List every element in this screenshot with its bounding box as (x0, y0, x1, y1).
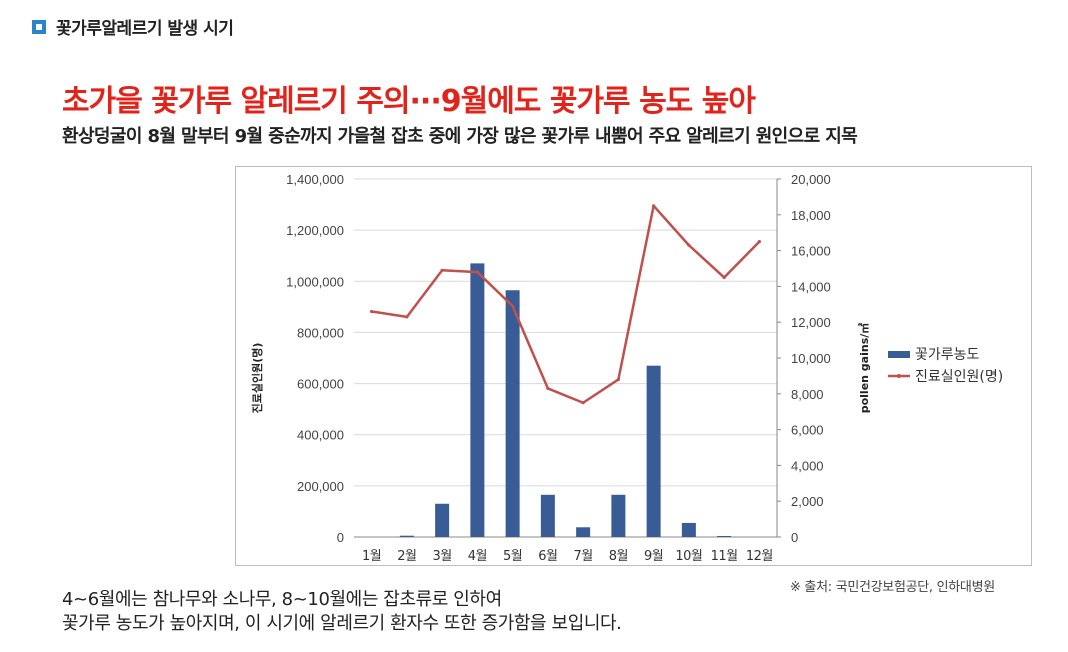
bar (435, 503, 450, 537)
y-right-tick-label: 20,000 (791, 172, 831, 187)
y-right-tick-label: 12,000 (791, 315, 831, 330)
y-left-tick-label: 600,000 (297, 377, 344, 392)
line-point (757, 240, 761, 244)
x-tick-label: 10월 (675, 549, 702, 564)
section-title: 꽃가루알레르기 발생 시기 (56, 19, 234, 39)
y-left-tick-label: 800,000 (297, 325, 344, 340)
y-left-tick-label: 1,400,000 (286, 172, 344, 187)
x-tick-label: 7월 (574, 549, 593, 564)
y-right-axis-title: pollen gains/㎥ (857, 323, 871, 414)
y-left-tick-label: 200,000 (297, 479, 344, 494)
square-bullet-icon (32, 19, 46, 34)
description: 4~6월에는 참나무와 소나무, 8~10월에는 잡초류로 인하여 꽃가루 농도… (62, 588, 622, 636)
line-point (511, 304, 515, 308)
x-tick-label: 1월 (362, 549, 381, 564)
bar (576, 527, 591, 537)
bar (717, 536, 732, 537)
y-right-tick-label: 18,000 (791, 208, 831, 223)
x-tick-label: 11월 (711, 549, 738, 564)
y-right-tick-label: 6,000 (791, 423, 824, 438)
x-tick-label: 4월 (468, 549, 487, 564)
bar (505, 290, 520, 537)
combo-chart: 0 200,000 400,000 600,000 800,000 1,000,000 1,… (250, 172, 1003, 564)
legend-marker-line (897, 374, 901, 378)
y-left-tick-label: 1,000,000 (286, 274, 344, 289)
description-line-1: 4~6월에는 참나무와 소나무, 8~10월에는 잡초류로 인하여 (62, 589, 502, 610)
line-point (370, 309, 374, 314)
line-series (371, 204, 761, 404)
x-tick-label: 9월 (644, 549, 663, 564)
x-tick-label: 6월 (538, 549, 557, 564)
subheadline: 환상덩굴이 8월 말부터 9월 중순까지 가을철 잡초 중에 가장 많은 꽃가루… (62, 126, 858, 147)
chart-frame: 0 200,000 400,000 600,000 800,000 1,000,000 1,… (235, 166, 1032, 566)
bar (470, 263, 485, 537)
bar (540, 494, 555, 537)
y-right-tick-label: 8,000 (791, 387, 824, 402)
y-right-tick-label: 2,000 (791, 494, 824, 509)
legend-label-line: 진료실인원(명) (915, 369, 1003, 385)
bar (399, 535, 414, 537)
source-note: ※ 출처: 국민건강보험공단, 인하대병원 (790, 580, 995, 595)
line-point (475, 270, 479, 274)
line-point (616, 377, 620, 382)
x-tick-label: 2월 (397, 549, 416, 564)
line-point (652, 204, 656, 208)
line-point (405, 315, 409, 319)
x-tick-label: 8월 (609, 549, 628, 564)
bar (611, 494, 626, 537)
description-line-2: 꽃가루 농도가 높아지며, 이 시기에 알레르기 환자수 또한 증가함을 보입니… (62, 613, 622, 634)
legend-swatch-bars (888, 351, 910, 358)
x-tick-label: 12월 (746, 549, 773, 564)
bar (646, 365, 661, 537)
line-point (722, 275, 726, 280)
line-point (546, 386, 550, 391)
y-right-tick-label: 10,000 (791, 351, 831, 366)
y-left-tick-label: 1,200,000 (286, 223, 344, 238)
legend-label-bars: 꽃가루농도 (915, 347, 980, 363)
y-right-tick-label: 14,000 (791, 279, 831, 294)
y-right-tick-label: 4,000 (791, 458, 824, 473)
y-right-tick-label: 16,000 (791, 244, 831, 259)
line-point (440, 268, 444, 272)
x-tick-label: 3월 (433, 549, 452, 564)
section-header: 꽃가루알레르기 발생 시기 (32, 14, 234, 39)
y-left-tick-label: 400,000 (297, 428, 344, 443)
line-point (687, 243, 691, 247)
headline: 초가을 꽃가루 알레르기 주의···9월에도 꽃가루 농도 높아 (62, 84, 756, 119)
x-tick-label: 5월 (503, 549, 522, 564)
line-point (581, 401, 585, 405)
y-left-axis-title: 진료실인원(명) (250, 343, 264, 414)
y-left-tick-label: 0 (337, 530, 344, 545)
y-right-tick-label: 0 (791, 530, 798, 545)
bar (681, 522, 696, 537)
